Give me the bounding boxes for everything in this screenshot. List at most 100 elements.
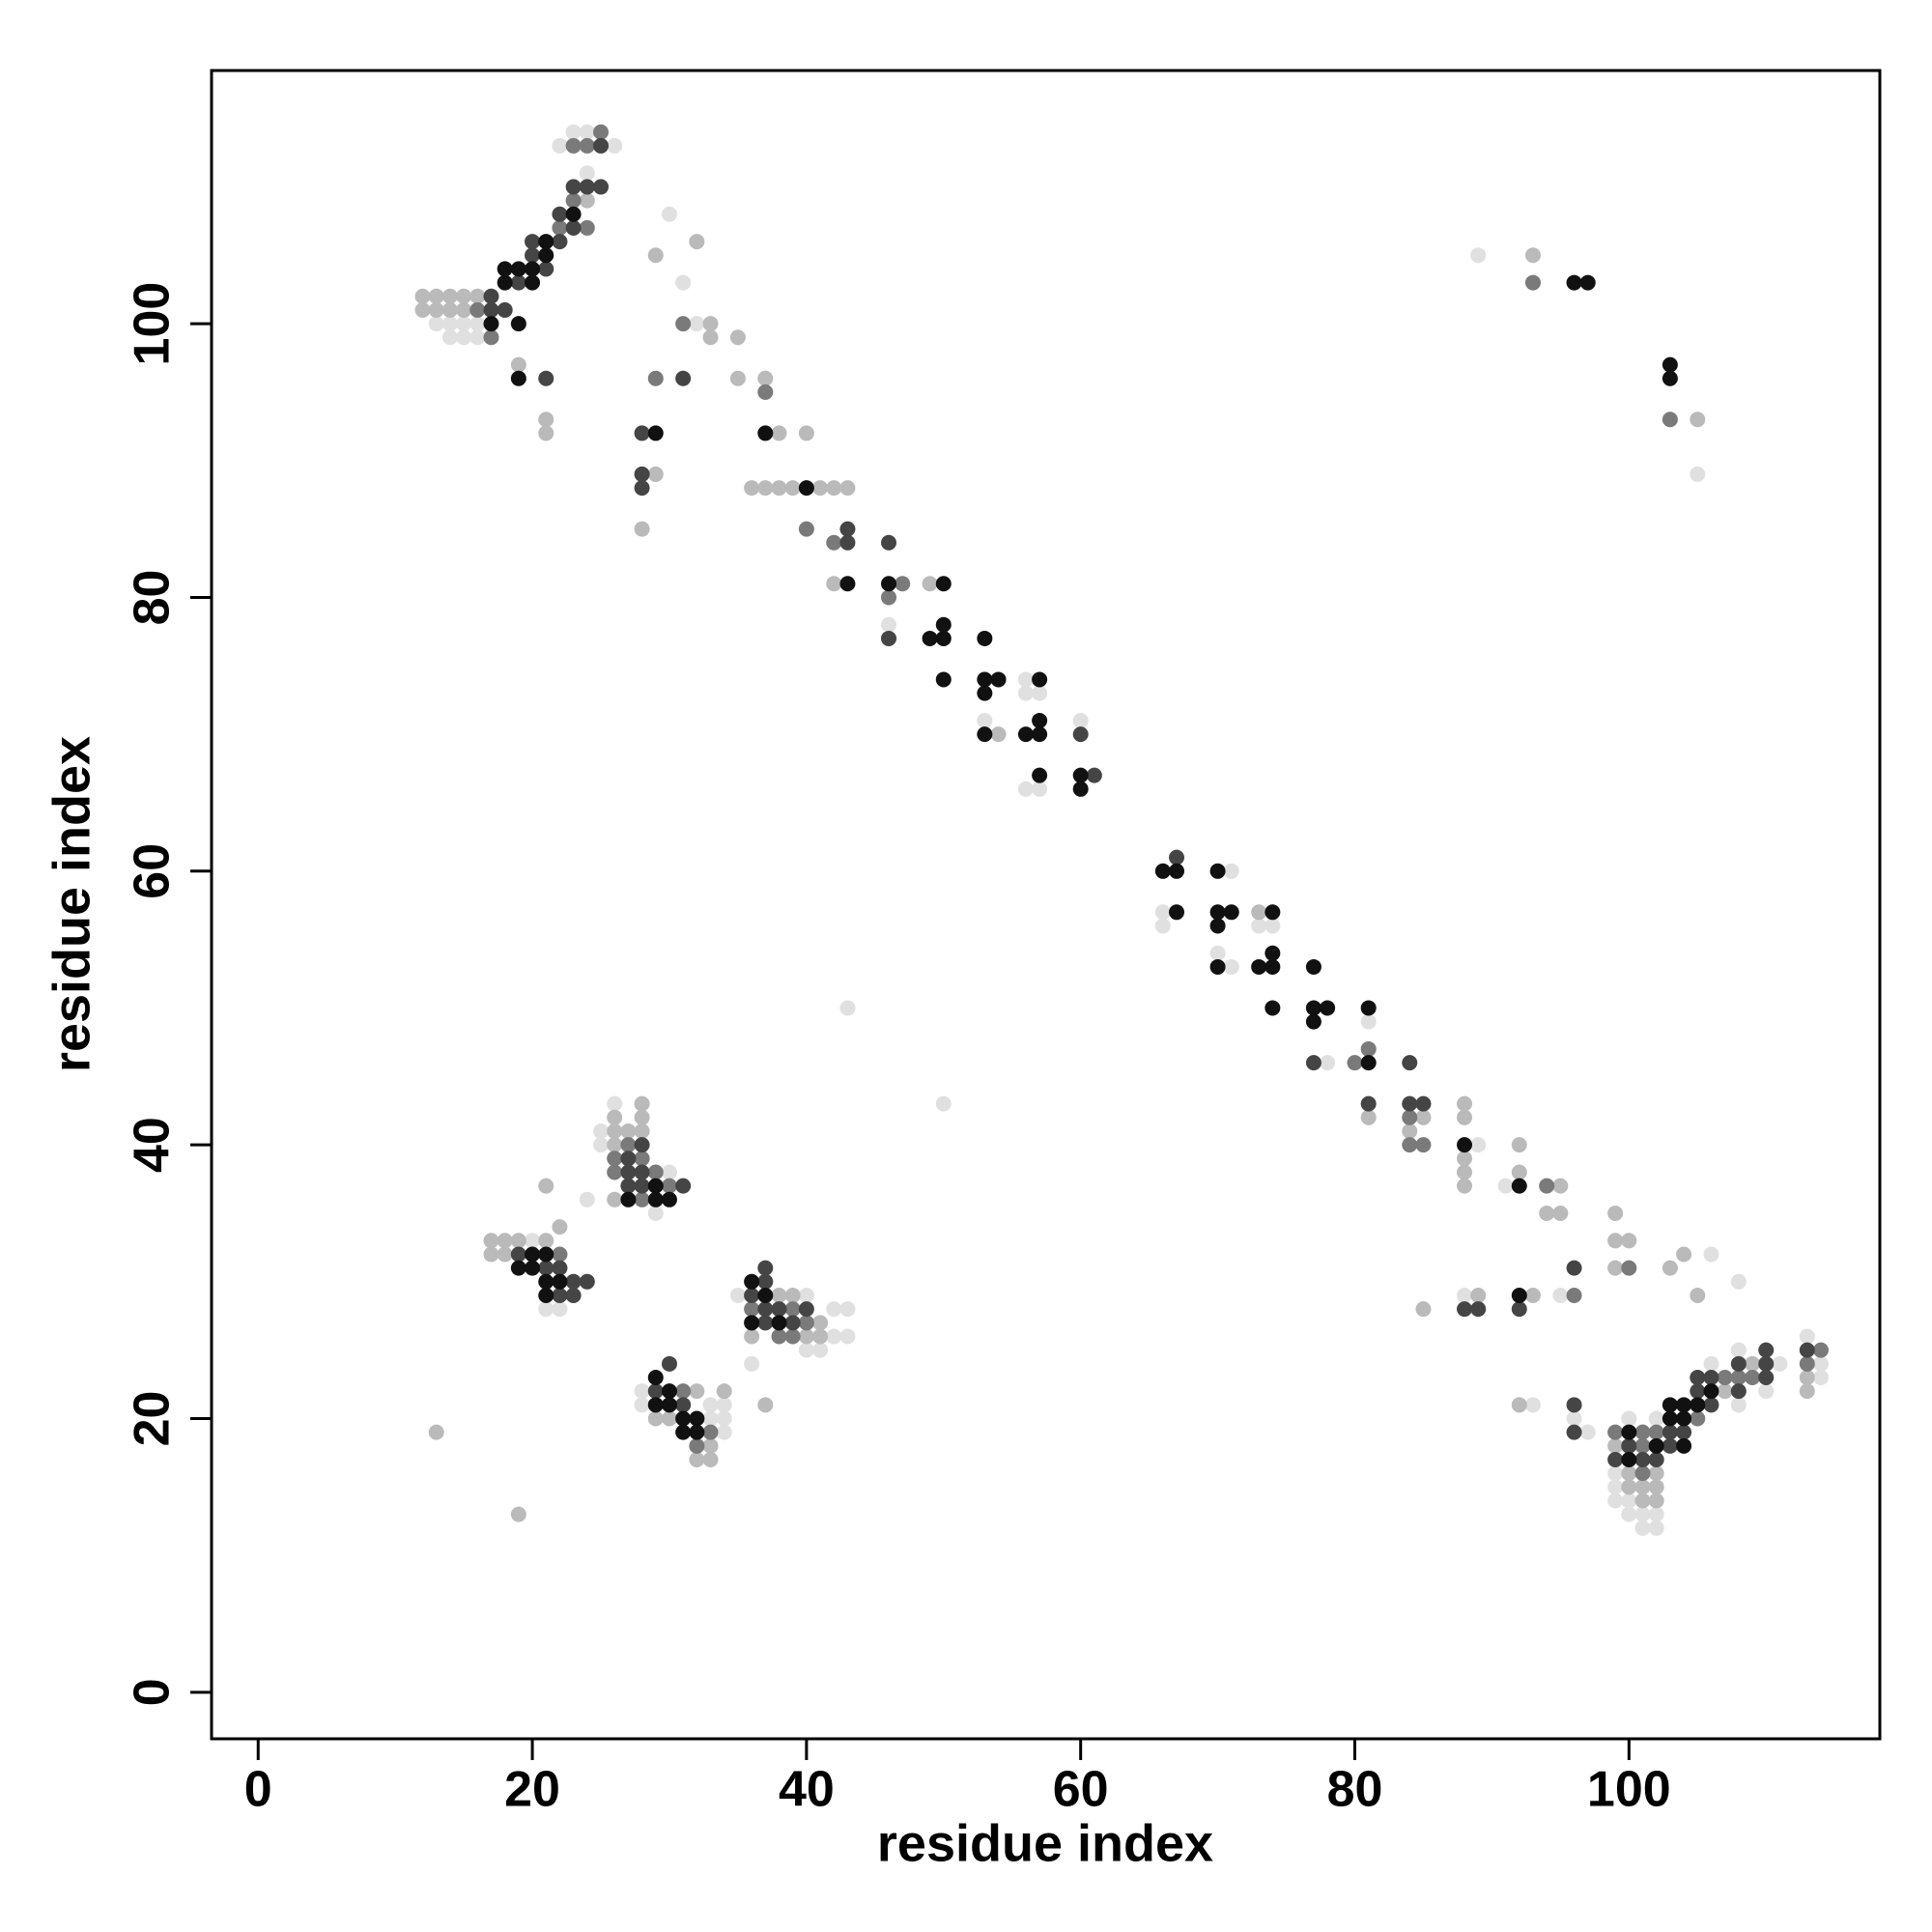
contact-point xyxy=(1305,1013,1321,1030)
contact-point xyxy=(634,1151,650,1167)
contact-point xyxy=(1634,1506,1651,1522)
contact-point xyxy=(647,1178,664,1194)
contact-point xyxy=(647,1383,664,1400)
contact-point xyxy=(1717,1383,1733,1400)
contact-point xyxy=(1264,1000,1281,1016)
contact-point xyxy=(538,1246,554,1263)
contact-point xyxy=(1648,1437,1664,1454)
contact-point xyxy=(483,1233,499,1249)
contact-point xyxy=(1690,412,1706,428)
contact-point xyxy=(757,384,774,400)
contact-point xyxy=(1662,1397,1678,1413)
contact-point xyxy=(798,1301,814,1318)
contact-point xyxy=(428,1424,444,1440)
contact-point xyxy=(1799,1383,1815,1400)
contact-point xyxy=(1264,945,1281,961)
contact-point xyxy=(784,1315,801,1331)
contact-point xyxy=(935,576,952,592)
contact-point xyxy=(552,1246,568,1263)
contact-point xyxy=(620,1151,637,1167)
contact-point xyxy=(1799,1355,1815,1372)
contact-point xyxy=(510,1260,526,1276)
contact-point xyxy=(675,316,692,332)
contact-point xyxy=(1223,863,1239,879)
contact-point xyxy=(757,1315,774,1331)
contact-point xyxy=(716,1397,732,1413)
contact-point xyxy=(881,616,897,633)
contact-point xyxy=(716,1424,732,1440)
contact-point xyxy=(565,137,582,154)
contact-point xyxy=(1524,274,1541,291)
contact-point xyxy=(483,329,499,346)
contact-point xyxy=(881,534,897,551)
contact-point xyxy=(1758,1342,1775,1358)
contact-point xyxy=(826,1301,842,1318)
contact-point xyxy=(1402,1137,1418,1153)
contact-point xyxy=(1662,412,1678,428)
x-tick-label: 80 xyxy=(1327,1762,1383,1818)
contact-point xyxy=(1730,1273,1747,1290)
contact-point xyxy=(1690,1383,1706,1400)
contact-point xyxy=(839,480,856,497)
contact-point xyxy=(565,1273,582,1290)
contact-point xyxy=(1607,1437,1624,1454)
contact-point xyxy=(525,1260,541,1276)
contact-point xyxy=(1264,904,1281,921)
x-axis-label: residue index xyxy=(877,1814,1213,1872)
contact-point xyxy=(1607,1260,1624,1276)
contact-point xyxy=(771,1301,787,1318)
contact-point xyxy=(784,480,801,497)
contact-point xyxy=(647,1191,664,1208)
contact-point xyxy=(798,1315,814,1331)
contact-point xyxy=(1305,1000,1321,1016)
contact-point xyxy=(1621,1233,1637,1249)
contact-point xyxy=(634,1397,650,1413)
contact-point xyxy=(1470,1301,1487,1318)
contact-point xyxy=(1634,1424,1651,1440)
contact-point xyxy=(1402,1122,1418,1139)
contact-point xyxy=(1717,1369,1733,1385)
contact-point xyxy=(607,1164,623,1180)
contact-point xyxy=(798,521,814,537)
contact-point xyxy=(634,1122,650,1139)
contact-point xyxy=(1264,958,1281,975)
contact-point xyxy=(565,206,582,222)
contact-point xyxy=(1305,958,1321,975)
contact-point xyxy=(1511,1287,1527,1303)
contact-point xyxy=(456,329,472,346)
contact-point xyxy=(1579,1424,1596,1440)
contact-point xyxy=(744,1328,760,1345)
contact-point xyxy=(1457,1095,1473,1112)
contact-point xyxy=(552,219,568,236)
contact-point xyxy=(579,165,595,182)
contact-point xyxy=(1017,671,1034,688)
contact-point xyxy=(1607,1492,1624,1509)
contact-point xyxy=(1402,1095,1418,1112)
contact-point xyxy=(1251,904,1267,921)
contact-point xyxy=(634,1109,650,1125)
contact-point xyxy=(798,425,814,441)
contact-point xyxy=(1676,1397,1692,1413)
contact-point xyxy=(1415,1137,1432,1153)
contact-point xyxy=(1032,781,1048,797)
contact-point xyxy=(661,206,677,222)
contact-point xyxy=(675,1397,692,1413)
contact-point xyxy=(1360,1095,1377,1112)
contact-point xyxy=(634,521,650,537)
contact-point xyxy=(510,356,526,373)
contact-point xyxy=(1566,1397,1582,1413)
contact-point xyxy=(935,630,952,646)
contact-point xyxy=(798,1342,814,1358)
contact-point xyxy=(1607,1479,1624,1495)
contact-point xyxy=(1730,1355,1747,1372)
contact-point xyxy=(661,1397,677,1413)
contact-point xyxy=(839,1000,856,1016)
contact-point xyxy=(716,1410,732,1427)
contact-point xyxy=(525,261,541,277)
contact-point xyxy=(538,1260,554,1276)
contact-point xyxy=(702,316,719,332)
contact-point xyxy=(798,480,814,497)
contact-point xyxy=(552,137,568,154)
contact-point xyxy=(977,671,993,688)
contact-point xyxy=(689,1410,705,1427)
